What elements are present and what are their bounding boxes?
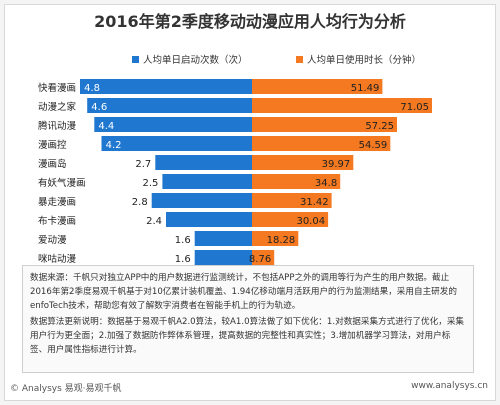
category-label: 腾讯动漫 [38,120,77,132]
value-label-launches: 1.6 [175,254,191,265]
legend-right: 人均单日使用时长（分钟） [296,52,421,66]
butterfly-bar-chart: 快看漫画 4.8 51.49 动漫之家 4.6 71.05 腾讯动漫 4.4 57.25 漫画控 4… [38,79,432,265]
bar-launches [151,193,252,208]
value-label-launches: 4.6 [91,102,107,113]
bar-launches [162,174,252,189]
bar-duration [252,174,341,189]
legend-left: 人均单日启动次数（次） [132,52,248,66]
bar-launches [94,117,252,132]
bar-duration [252,155,354,170]
category-label: 快看漫画 [38,82,76,94]
bar-launches [87,98,252,113]
value-label-duration: 51.49 [351,83,380,94]
legend-right-label: 人均单日使用时长（分钟） [307,55,422,66]
value-label-duration: 34.8 [315,178,337,189]
value-label-launches: 2.4 [146,216,162,227]
legend-right-swatch [296,55,303,63]
category-label: 有妖气漫画 [38,177,86,189]
value-label-duration: 57.25 [365,121,394,132]
legend-left-label: 人均单日启动次数（次） [143,55,248,66]
bar-duration [252,193,332,208]
value-label-duration: 71.05 [400,102,429,113]
bar-duration [252,98,432,113]
value-label-duration: 54.59 [359,140,388,151]
legend-left-swatch [132,55,139,63]
bar-launches [166,212,252,227]
notes-algorithm: 数据算法更新说明：数据基于易观千帆A2.0算法，较A1.0算法做了如下优化：1.… [30,317,465,355]
value-label-duration: 30.04 [296,216,325,227]
bar-duration [252,117,397,132]
category-label: 漫画控 [38,139,67,151]
value-label-launches: 4.4 [98,121,114,132]
value-label-duration: 39.97 [322,159,351,170]
bar-duration [252,79,383,94]
footer-brand: © Analysys 易观·易观千帆 [10,384,122,394]
bar-launches [194,231,252,246]
chart-title: 2016年第2季度移动动漫应用人均行为分析 [94,12,406,31]
footer: © Analysys 易观·易观千帆 www.analysys.cn [10,381,488,394]
bar-launches [155,155,253,170]
footer-url: www.analysys.cn [411,381,488,391]
value-label-duration: 18.28 [267,235,296,246]
value-label-launches: 4.2 [106,140,122,151]
category-label: 咪咕动漫 [38,253,77,265]
value-label-launches: 4.8 [84,83,100,94]
bar-duration [252,136,391,151]
category-label: 暴走漫画 [38,196,76,208]
bar-duration [252,212,329,227]
notes-box: 数据来源：千帆只对独立APP中的用户数据进行监测统计，不包括APP之外的调用等行… [22,265,474,373]
category-label: 布卡漫画 [38,215,76,227]
category-label: 动漫之家 [38,101,77,113]
value-label-launches: 1.6 [175,235,191,246]
category-label: 爱动漫 [38,234,67,246]
bar-duration [252,250,275,265]
value-label-launches: 2.8 [132,197,148,208]
bar-launches [101,136,252,151]
notes-source: 数据来源：千帆只对独立APP中的用户数据进行监测统计，不包括APP之外的调用等行… [30,273,457,311]
value-label-launches: 2.5 [142,178,158,189]
bar-launches [194,250,252,265]
bar-launches [80,79,252,94]
bar-duration [252,231,299,246]
value-label-duration: 31.42 [300,197,329,208]
value-label-duration: 8.76 [249,254,271,265]
category-label: 漫画岛 [38,158,67,170]
value-label-launches: 2.7 [135,159,151,170]
